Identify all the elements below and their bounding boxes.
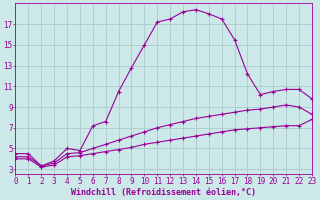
X-axis label: Windchill (Refroidissement éolien,°C): Windchill (Refroidissement éolien,°C) [71, 188, 256, 197]
